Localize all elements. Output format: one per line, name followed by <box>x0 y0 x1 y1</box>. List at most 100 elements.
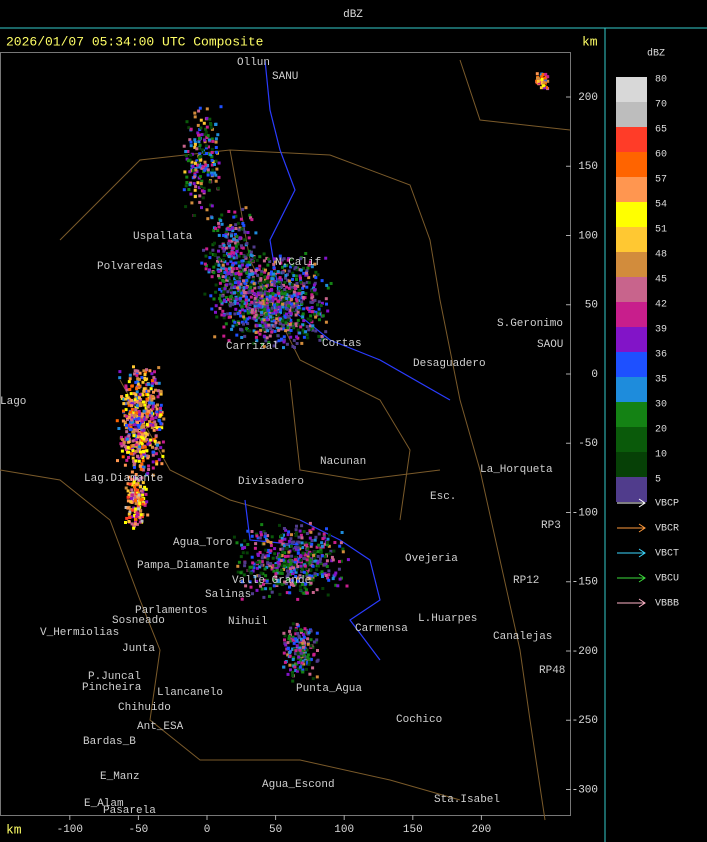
echo <box>260 556 264 560</box>
echo <box>303 627 307 631</box>
echo <box>319 557 322 561</box>
echo <box>334 583 338 587</box>
echo <box>322 532 326 536</box>
echo <box>232 272 236 276</box>
echo <box>299 566 303 570</box>
echo <box>147 396 151 400</box>
echo <box>148 401 152 405</box>
echo <box>272 564 276 568</box>
echo <box>292 302 296 306</box>
echo <box>243 268 247 271</box>
echo <box>268 315 272 319</box>
echo <box>198 200 202 204</box>
echo <box>236 242 240 246</box>
echo <box>270 565 274 569</box>
echo <box>142 409 146 413</box>
echo <box>272 344 276 348</box>
echo <box>154 452 158 456</box>
echo <box>195 170 199 174</box>
track-label: VBCT <box>655 549 679 560</box>
x-tick-label: 50 <box>269 824 282 836</box>
echo <box>315 638 319 642</box>
echo <box>541 84 545 88</box>
echo <box>248 303 252 307</box>
echo <box>209 126 213 130</box>
echo <box>136 421 139 424</box>
echo <box>286 578 290 582</box>
echo <box>136 423 140 427</box>
echo <box>195 159 199 163</box>
echo <box>273 260 277 264</box>
echo <box>306 637 310 641</box>
echo <box>132 478 136 482</box>
echo <box>281 547 285 551</box>
scale-swatch <box>616 77 647 102</box>
echo <box>201 165 205 169</box>
echo <box>282 346 285 350</box>
echo <box>319 562 323 565</box>
echo <box>210 216 214 220</box>
echo <box>284 528 288 532</box>
echo <box>283 292 287 296</box>
echo <box>128 516 132 519</box>
echo <box>248 316 251 320</box>
echo <box>188 170 192 174</box>
echo <box>331 577 335 581</box>
echo <box>148 441 152 445</box>
echo <box>273 552 277 556</box>
echo <box>287 637 291 641</box>
echo <box>541 82 545 86</box>
echo <box>296 632 300 635</box>
echo <box>252 256 256 260</box>
echo <box>292 326 296 330</box>
echo <box>259 291 263 295</box>
echo <box>308 529 312 533</box>
echo <box>296 565 300 568</box>
echo <box>130 416 134 420</box>
echo <box>277 313 281 317</box>
echo <box>325 543 329 547</box>
echo <box>257 304 261 308</box>
echo <box>151 417 155 421</box>
echo <box>128 423 132 427</box>
echo <box>325 565 329 568</box>
echo <box>213 335 217 339</box>
echo <box>227 272 231 275</box>
echo <box>288 654 292 658</box>
echo <box>226 242 230 246</box>
echo <box>222 299 226 303</box>
echo <box>333 573 337 577</box>
echo <box>313 288 317 292</box>
echo <box>213 253 217 257</box>
echo <box>326 576 330 580</box>
echo <box>140 438 144 442</box>
echo <box>256 552 260 556</box>
echo <box>198 152 202 156</box>
echo <box>329 282 333 285</box>
echo <box>127 475 131 479</box>
echo <box>308 550 312 554</box>
echo <box>198 155 201 159</box>
echo <box>159 403 163 407</box>
echo <box>220 313 224 317</box>
echo <box>267 272 271 276</box>
echo <box>302 530 306 534</box>
echo <box>192 182 196 186</box>
echo <box>268 260 272 263</box>
echo <box>242 224 246 228</box>
echo <box>248 249 251 253</box>
echo <box>270 323 274 327</box>
echo <box>159 446 163 450</box>
echo <box>268 564 272 568</box>
echo <box>304 292 308 295</box>
echo <box>318 338 322 342</box>
echo <box>263 555 267 559</box>
echo <box>279 257 283 261</box>
echo <box>283 311 287 315</box>
echo <box>241 222 245 225</box>
echo <box>330 559 334 563</box>
echo <box>143 454 147 458</box>
echo <box>260 296 264 300</box>
echo <box>544 72 548 76</box>
